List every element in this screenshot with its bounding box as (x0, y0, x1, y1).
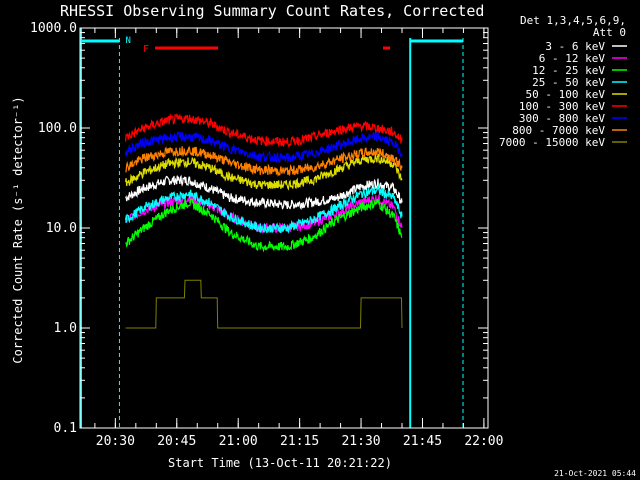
legend-label: 800 - 7000 keV (512, 124, 605, 137)
legend-label: 100 - 300 keV (519, 100, 605, 113)
y-tick-label: 100.0 (38, 121, 77, 136)
series-line-3-6-kev (125, 174, 403, 211)
plot-area: NF (79, 27, 489, 429)
legend-label: 3 - 6 keV (545, 40, 605, 53)
series-line-6-12-kev (125, 194, 403, 235)
legend-label: 25 - 50 keV (532, 76, 605, 89)
legend-header-line: Det 1,3,4,5,6,9, (520, 14, 626, 27)
series-line-25-50-kev (125, 183, 403, 234)
chart-title: RHESSI Observing Summary Count Rates, Co… (60, 2, 484, 20)
series-line-12-25-kev (125, 197, 403, 253)
x-tick-label: 21:00 (219, 434, 258, 449)
legend-header-line: Att 0 (593, 26, 626, 39)
x-tick-label: 21:30 (341, 434, 380, 449)
legend-label: 7000 - 15000 keV (499, 136, 605, 149)
series-line-7000-15000-kev (125, 279, 403, 329)
y-tick-label: 1.0 (54, 321, 77, 336)
series-line-800-7000-kev (125, 145, 403, 177)
x-tick-label: 21:45 (403, 434, 442, 449)
y-tick-label: 0.1 (54, 421, 77, 436)
x-tick-label: 20:45 (157, 434, 196, 449)
y-axis-ticks: 0.1 1.0 10.0 100.0 1000.0 (30, 21, 488, 436)
saa-flag-label: N (125, 36, 130, 46)
x-axis-ticks: 20:30 20:45 21:00 21:15 21:30 21:45 22:00 (94, 28, 503, 449)
x-axis-label: Start Time (13-Oct-11 20:21:22) (168, 456, 392, 470)
y-tick-label: 1000.0 (30, 21, 77, 36)
legend-label: 300 - 800 keV (519, 112, 605, 125)
y-axis-label: Corrected Count Rate (s⁻¹ detector⁻¹) (11, 96, 25, 363)
series-line-50-100-kev (125, 153, 403, 191)
legend-label: 12 - 25 keV (532, 64, 605, 77)
x-tick-label: 22:00 (464, 434, 503, 449)
flare-flag-label: F (143, 44, 149, 55)
x-tick-label: 20:30 (96, 434, 135, 449)
generation-timestamp: 21-Oct-2021 05:44 (554, 469, 636, 478)
y-tick-label: 10.0 (46, 221, 77, 236)
series-line-100-300-kev (125, 113, 403, 148)
x-tick-label: 21:15 (280, 434, 319, 449)
legend-label: 6 - 12 keV (539, 52, 606, 65)
legend-label: 50 - 100 keV (526, 88, 606, 101)
series-line-300-800-kev (125, 130, 403, 164)
